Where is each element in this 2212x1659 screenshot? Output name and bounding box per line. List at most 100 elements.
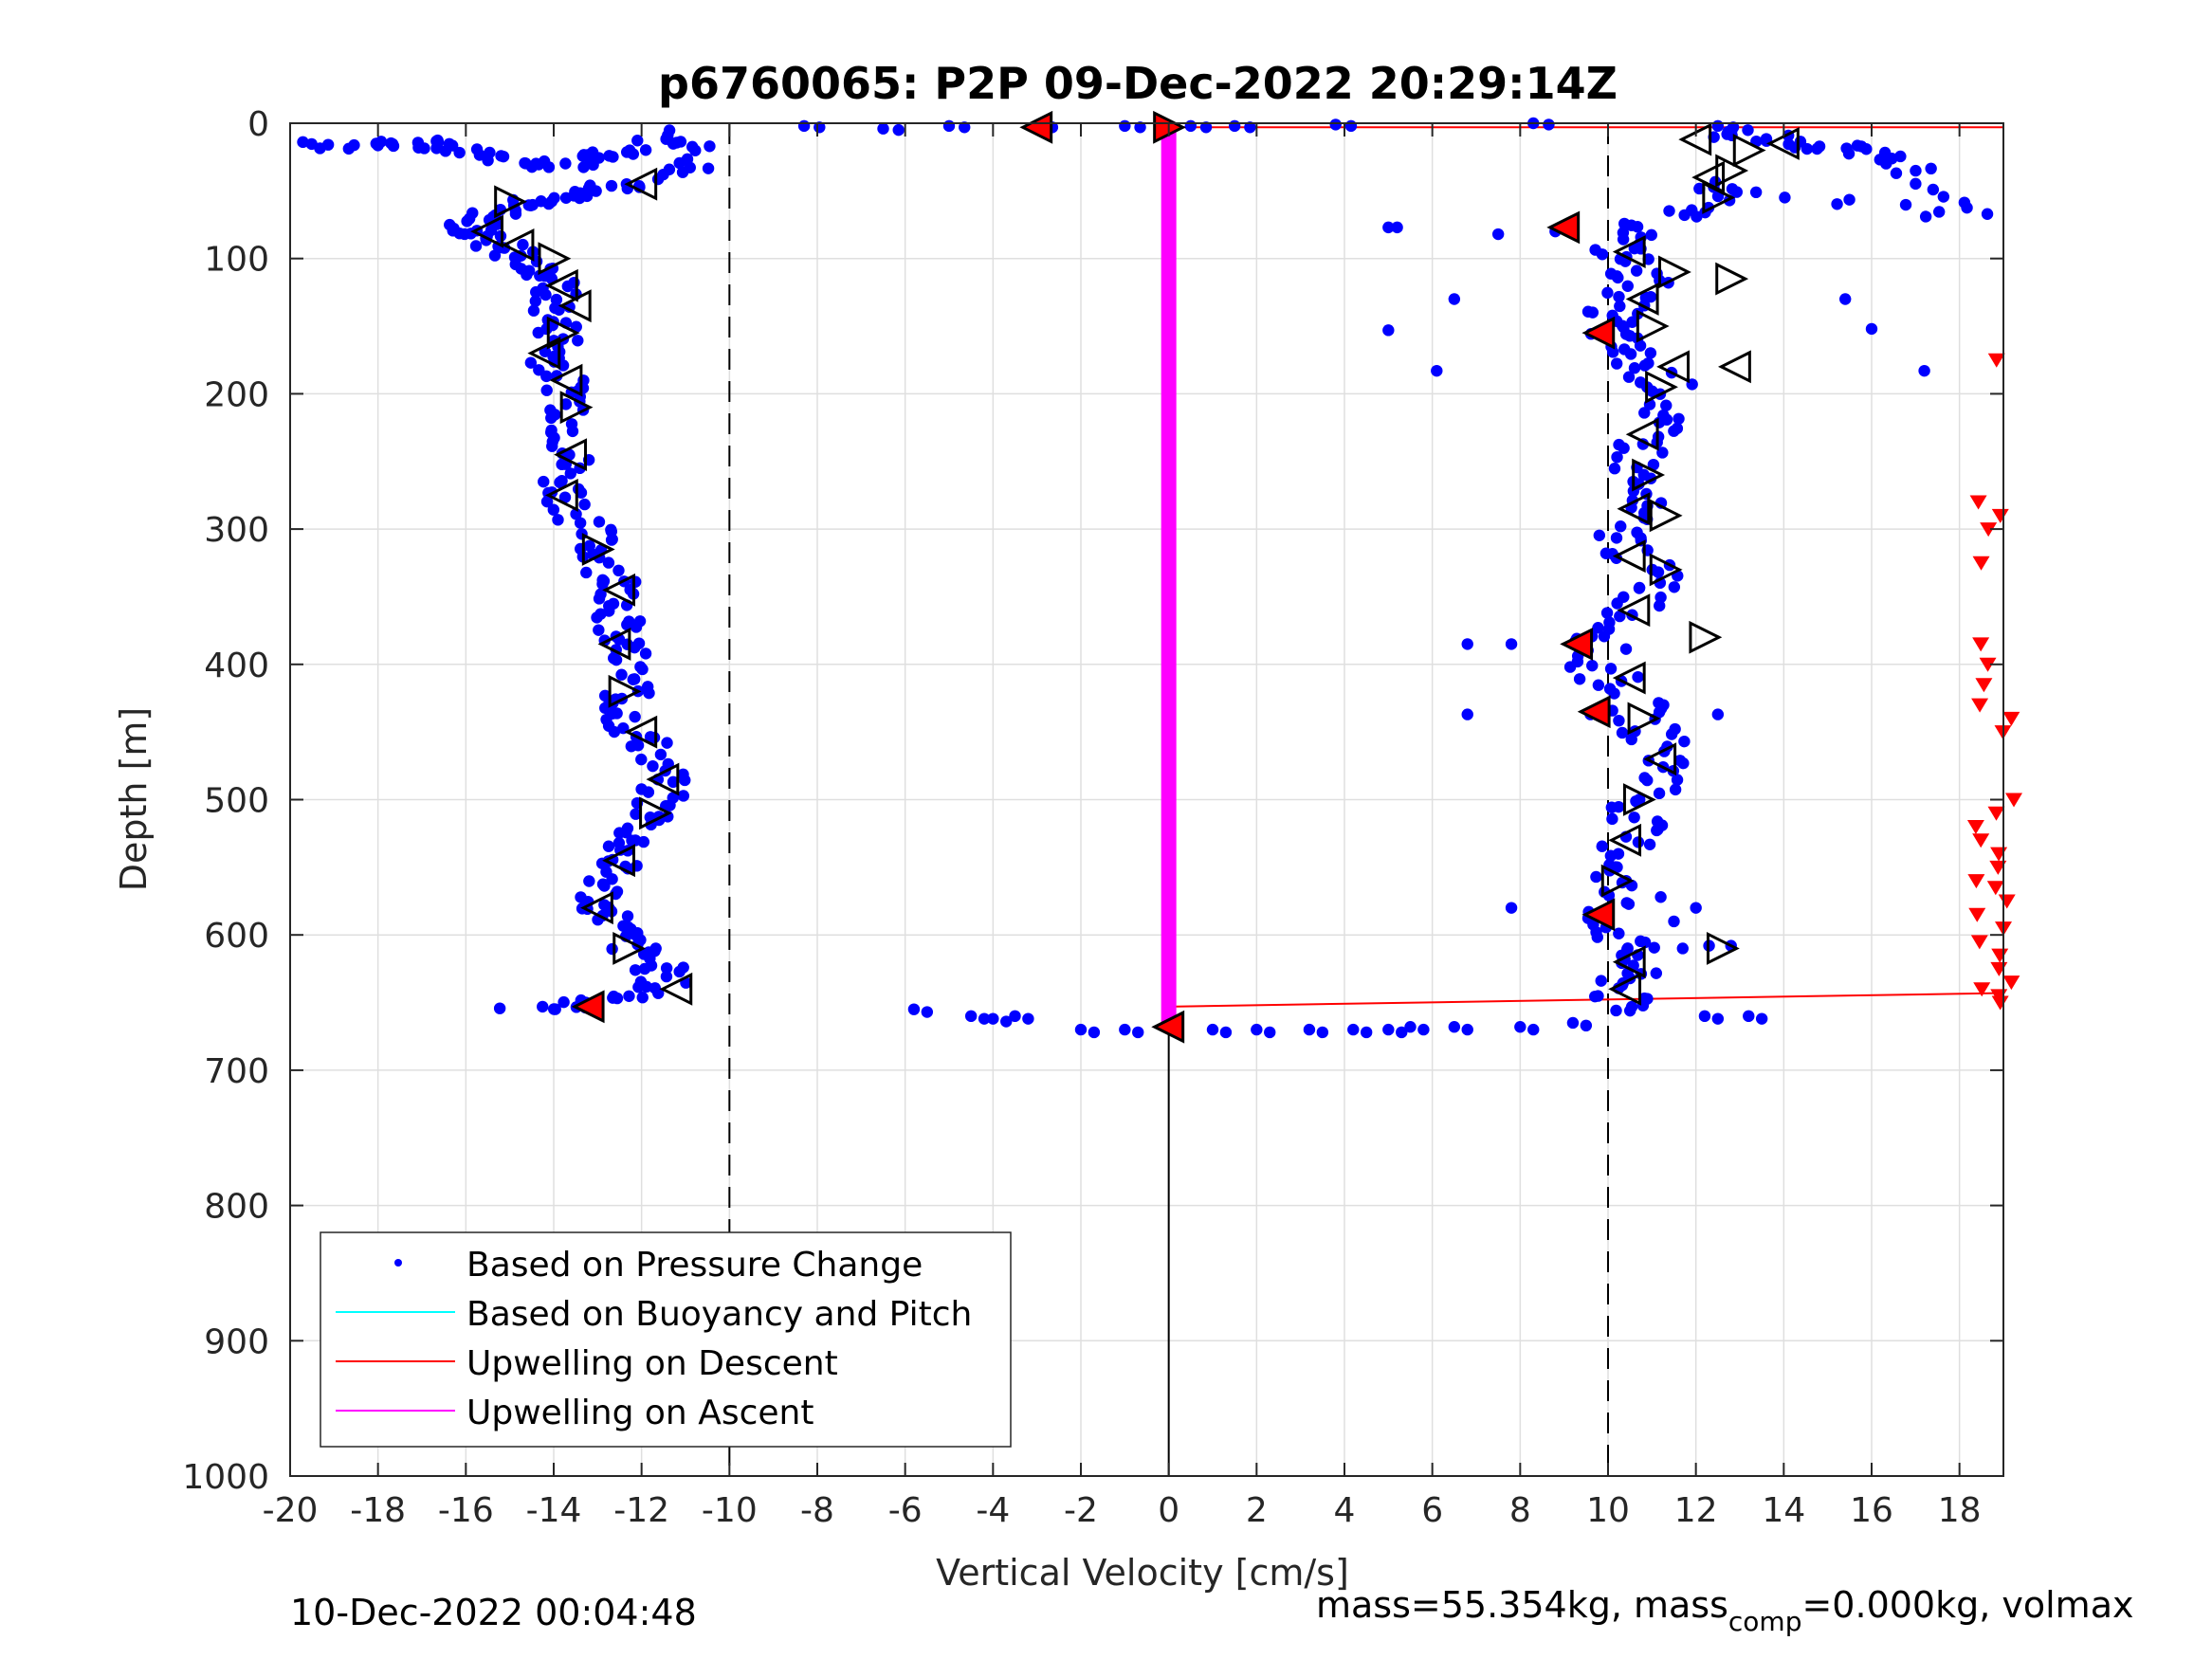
pressure-change-point — [964, 1010, 978, 1023]
pressure-change-point — [574, 517, 587, 529]
pressure-change-point — [1690, 902, 1702, 914]
pressure-change-point — [664, 799, 676, 811]
pressure-change-point — [644, 731, 657, 743]
y-tick-label: 100 — [204, 241, 269, 280]
pressure-change-point — [1642, 356, 1654, 370]
pressure-change-point — [1592, 622, 1604, 634]
y-tick-label: 800 — [204, 1188, 269, 1227]
pressure-change-point — [1505, 902, 1518, 914]
ascent-marker — [1600, 864, 1635, 898]
x-tick-label: -6 — [888, 1491, 923, 1530]
pressure-change-point — [1344, 119, 1358, 133]
pressure-change-point — [1615, 520, 1627, 533]
pressure-change-point — [1865, 322, 1878, 336]
descent-marker — [544, 478, 578, 512]
x-tick-label: 2 — [1246, 1491, 1268, 1530]
y-tick-label: 900 — [204, 1322, 269, 1361]
pressure-change-point — [1660, 399, 1673, 411]
pressure-change-point — [1431, 364, 1443, 377]
pressure-change-point — [1613, 714, 1625, 727]
pressure-change-point — [1779, 191, 1791, 204]
pressure-change-point — [636, 992, 649, 1004]
pressure-change-point — [1648, 941, 1660, 954]
legend-swatch-dot — [394, 1259, 402, 1267]
pressure-change-point — [907, 1003, 921, 1015]
pressure-change-point — [1678, 735, 1691, 748]
pressure-change-point — [1329, 118, 1342, 131]
pressure-change-point — [606, 873, 618, 885]
pressure-change-point — [566, 425, 579, 438]
pressure-change-point — [622, 921, 634, 934]
pressure-change-point — [1831, 198, 1843, 210]
pressure-change-point — [1727, 121, 1740, 134]
pressure-change-point — [546, 440, 558, 452]
pressure-change-point — [1842, 147, 1856, 160]
tick-labels: -20 -18 -16 -14 -12 -10 -8 -6 -4 -2 0 2 4 6 8 10 12 14 16 1… — [182, 105, 2003, 1530]
pressure-change-point — [1839, 293, 1852, 305]
pressure-change-point — [1206, 1023, 1219, 1036]
pressure-change-point — [1644, 347, 1657, 359]
pressure-change-point — [1671, 774, 1684, 786]
pressure-change-point — [1593, 529, 1606, 541]
pressure-change-point — [623, 990, 635, 1002]
pressure-change-point — [1654, 891, 1667, 903]
pressure-change-point — [605, 534, 618, 546]
pressure-change-point — [1316, 1026, 1329, 1039]
pressure-change-point — [1590, 870, 1602, 884]
pressure-change-point — [1910, 177, 1922, 191]
pressure-change-point — [314, 142, 326, 155]
pressure-change-point — [1613, 927, 1625, 939]
pressure-change-point — [629, 710, 641, 723]
pressure-change-point — [1910, 164, 1922, 177]
pressure-change-point — [1711, 708, 1725, 720]
mass-prefix: mass=55.354kg, mass — [1316, 1584, 1728, 1626]
pressure-change-point — [615, 668, 628, 681]
pressure-change-point — [1611, 270, 1623, 283]
pressure-change-point — [1000, 1015, 1013, 1028]
pressure-change-point — [1527, 1023, 1540, 1036]
pressure-change-point — [639, 144, 652, 156]
x-tick-label: -14 — [526, 1491, 582, 1530]
pressure-change-point — [637, 835, 650, 848]
pressure-change-point — [638, 962, 651, 975]
pressure-change-point — [575, 486, 588, 499]
pressure-change-point — [1608, 687, 1620, 700]
x-tick-label: -12 — [613, 1491, 669, 1530]
pressure-change-point — [554, 476, 566, 489]
pressure-change-point — [473, 149, 486, 161]
ascent-marker — [1643, 742, 1677, 776]
ascent-marker — [1627, 702, 1661, 736]
pressure-change-point — [297, 136, 309, 149]
plot-area — [297, 110, 2023, 1044]
pressure-change-point — [621, 618, 633, 631]
pressure-change-point — [1613, 290, 1625, 303]
pressure-change-point — [385, 137, 397, 150]
x-tick-label: 16 — [1850, 1491, 1893, 1530]
pressure-change-point — [488, 249, 502, 262]
legend: Based on Pressure Change Based on Buoyanc… — [320, 1231, 1012, 1448]
pressure-change-point — [1634, 339, 1647, 352]
descent-marker — [579, 891, 613, 925]
pressure-change-point — [677, 790, 690, 802]
pressure-change-point — [629, 641, 641, 654]
x-tick-label: -4 — [976, 1491, 1010, 1530]
red-vehicle-marker — [1581, 898, 1616, 932]
ascent-marker — [1612, 539, 1646, 574]
pressure-change-point — [1647, 458, 1660, 471]
red-vehicle-marker — [571, 990, 605, 1024]
pressure-change-point — [629, 964, 642, 976]
pressure-change-point — [576, 528, 588, 540]
x-tick-label: 12 — [1674, 1491, 1718, 1530]
pressure-change-point — [559, 398, 573, 410]
descent-marker — [558, 289, 592, 323]
upwelling-descent-marker — [1979, 657, 1997, 672]
pressure-change-point — [942, 119, 956, 133]
ascent-marker — [1715, 154, 1749, 188]
pressure-change-point — [1691, 210, 1703, 223]
pressure-change-point — [1617, 233, 1630, 246]
pressure-change-point — [559, 191, 573, 204]
pressure-change-point — [602, 840, 615, 852]
mass-subscript: comp — [1728, 1606, 1802, 1637]
pressure-change-point — [667, 775, 680, 789]
pressure-change-point — [572, 335, 584, 347]
